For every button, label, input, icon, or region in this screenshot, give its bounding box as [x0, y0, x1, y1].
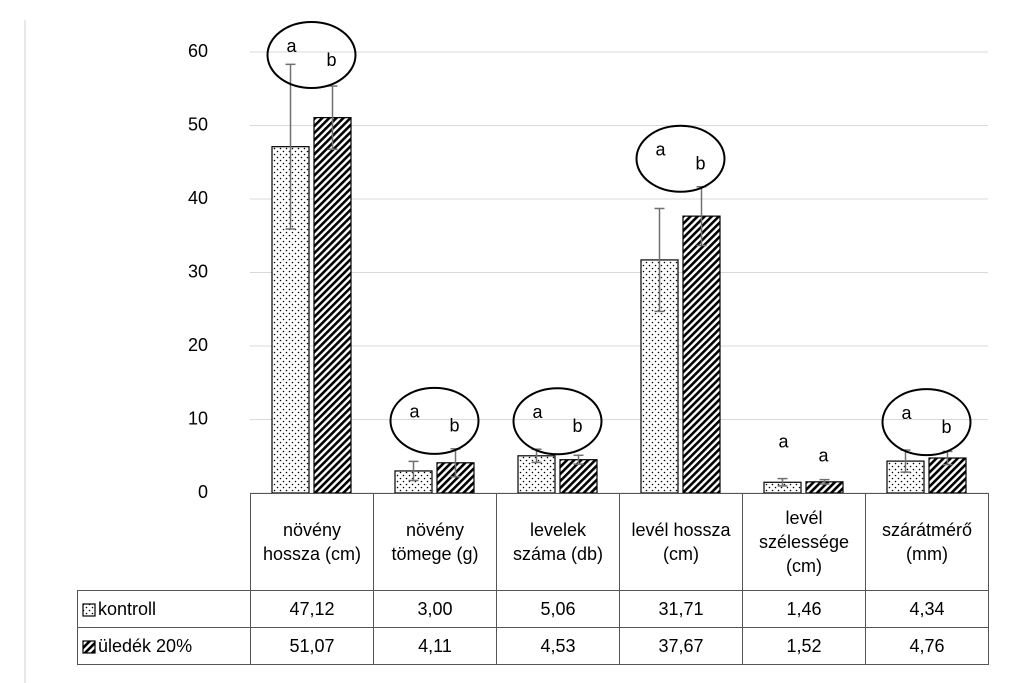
category-label: szárátmérő (mm) [865, 493, 989, 591]
category-label: levél hossza (cm) [619, 493, 743, 591]
significance-letter: a [655, 139, 666, 159]
significance-ellipse [512, 387, 603, 456]
value-cell: 1,46 [742, 590, 866, 628]
legend-key [82, 640, 96, 654]
value-cell: 4,53 [496, 627, 620, 665]
significance-ellipse [266, 21, 357, 89]
value-cell: 47,12 [250, 590, 374, 628]
significance-ellipse [635, 124, 726, 193]
category-label: levelek száma (db) [496, 493, 620, 591]
y-tick-label: 50 [188, 114, 208, 134]
legend-key [82, 603, 96, 617]
significance-ellipse [389, 386, 480, 455]
y-tick-label: 0 [198, 482, 208, 502]
category-label: növény hossza (cm) [250, 493, 374, 591]
y-tick-label: 40 [188, 188, 208, 208]
value-cell: 1,52 [742, 627, 866, 665]
significance-letter: a [818, 445, 829, 465]
blank-cell [77, 493, 251, 591]
legend-label: kontroll [98, 598, 157, 619]
significance-letter: b [326, 50, 336, 70]
significance-letter: b [941, 417, 951, 437]
significance-ellipse [881, 388, 972, 457]
value-cell: 31,71 [619, 590, 743, 628]
value-cell: 4,76 [865, 627, 989, 665]
significance-letter: a [778, 431, 789, 451]
category-label: levél szélessége (cm) [742, 493, 866, 591]
significance-letter: b [695, 153, 705, 173]
value-cell: 4,34 [865, 590, 989, 628]
value-cell: 5,06 [496, 590, 620, 628]
value-cell: 4,11 [373, 627, 497, 665]
significance-letter: a [532, 402, 543, 422]
value-cell: 51,07 [250, 627, 374, 665]
significance-letter: a [286, 36, 297, 56]
y-tick-label: 30 [188, 261, 208, 281]
legend-cell: kontroll [77, 590, 251, 628]
legend-swatch [82, 603, 96, 617]
significance-letter: b [449, 416, 459, 436]
y-tick-label: 60 [188, 41, 208, 61]
y-tick-label: 10 [188, 408, 208, 428]
value-cell: 37,67 [619, 627, 743, 665]
y-tick-label: 20 [188, 335, 208, 355]
significance-letter: a [901, 403, 912, 423]
bar [313, 117, 352, 494]
legend-swatch [82, 640, 96, 654]
significance-letter: b [572, 416, 582, 436]
category-label: növény tömege (g) [373, 493, 497, 591]
bar [559, 459, 598, 494]
legend-cell: üledék 20% [77, 627, 251, 665]
legend-label: üledék 20% [98, 635, 193, 656]
bar [682, 215, 721, 494]
significance-letter: a [409, 402, 420, 422]
value-cell: 3,00 [373, 590, 497, 628]
data-table: növény hossza (cm) növény tömege (g) level… [77, 493, 989, 665]
